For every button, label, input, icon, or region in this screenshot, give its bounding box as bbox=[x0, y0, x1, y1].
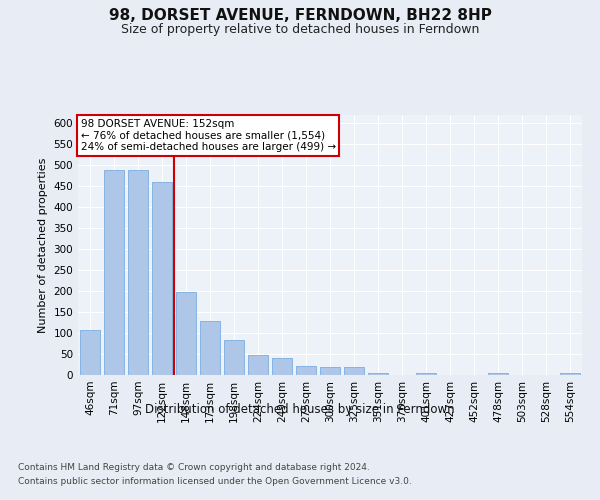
Bar bbox=[200, 322, 220, 375]
Bar bbox=[176, 292, 196, 375]
Bar bbox=[320, 366, 340, 375]
Bar bbox=[224, 340, 244, 375]
Y-axis label: Number of detached properties: Number of detached properties bbox=[38, 158, 48, 332]
Bar bbox=[104, 170, 124, 375]
Bar bbox=[248, 355, 268, 375]
Bar bbox=[560, 374, 580, 375]
Bar bbox=[80, 330, 100, 375]
Text: Distribution of detached houses by size in Ferndown: Distribution of detached houses by size … bbox=[145, 402, 455, 415]
Text: 98, DORSET AVENUE, FERNDOWN, BH22 8HP: 98, DORSET AVENUE, FERNDOWN, BH22 8HP bbox=[109, 8, 491, 22]
Bar bbox=[368, 373, 388, 375]
Bar bbox=[488, 374, 508, 375]
Bar bbox=[296, 366, 316, 375]
Text: Contains HM Land Registry data © Crown copyright and database right 2024.: Contains HM Land Registry data © Crown c… bbox=[18, 462, 370, 471]
Text: Size of property relative to detached houses in Ferndown: Size of property relative to detached ho… bbox=[121, 22, 479, 36]
Bar bbox=[416, 373, 436, 375]
Text: Contains public sector information licensed under the Open Government Licence v3: Contains public sector information licen… bbox=[18, 478, 412, 486]
Bar bbox=[152, 182, 172, 375]
Text: 98 DORSET AVENUE: 152sqm
← 76% of detached houses are smaller (1,554)
24% of sem: 98 DORSET AVENUE: 152sqm ← 76% of detach… bbox=[80, 119, 335, 152]
Bar bbox=[128, 170, 148, 375]
Bar bbox=[344, 366, 364, 375]
Bar bbox=[272, 358, 292, 375]
